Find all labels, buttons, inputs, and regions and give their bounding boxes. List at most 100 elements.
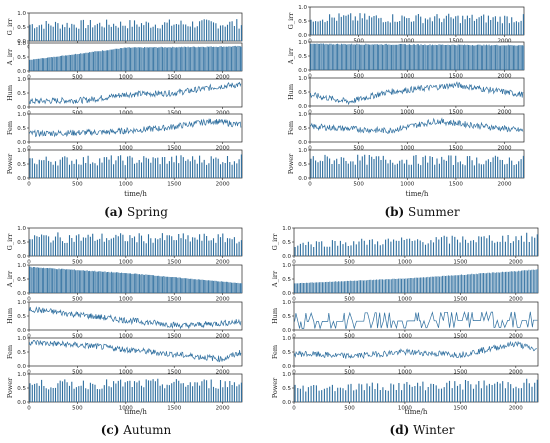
x-tick-label: 500	[353, 74, 364, 80]
x-tick-label: 1000	[398, 406, 412, 412]
y-tick-label: 1.0	[17, 148, 26, 154]
x-tick-label: 500	[72, 75, 83, 81]
x-tick-label: 2000	[509, 260, 523, 266]
y-tick-label: 1.0	[282, 372, 291, 378]
x-tick-label: 0	[308, 146, 312, 152]
y-tick-label: 1.0	[17, 300, 26, 306]
y-tick-label: 0.0	[17, 254, 26, 260]
series-line	[310, 13, 524, 35]
axes-frame	[28, 227, 243, 257]
axes-frame	[28, 12, 243, 42]
caption-d-letter: (d)	[389, 423, 410, 437]
y-tick-label: 0.5	[298, 19, 307, 25]
y-axis-label: Fem	[287, 121, 295, 135]
axes-frame	[28, 373, 243, 403]
y-axis-label: A_irr	[6, 270, 14, 288]
series-line	[29, 154, 242, 178]
x-tick-label: 1000	[400, 39, 414, 45]
y-tick-label: 0.5	[17, 91, 26, 97]
x-tick-label: 1000	[398, 260, 412, 266]
y-tick-label: 0.0	[17, 140, 26, 146]
series-line	[310, 43, 525, 70]
y-tick-label: 1.0	[298, 148, 307, 154]
x-tick-label: 500	[72, 334, 83, 340]
y-tick-label: 1.0	[298, 40, 307, 46]
x-tick-label: 500	[344, 297, 355, 303]
x-tick-label: 2000	[509, 334, 523, 340]
x-tick-label: 500	[72, 182, 83, 188]
x-tick-label: 1500	[167, 297, 181, 303]
x-tick-label: 2000	[216, 182, 230, 188]
x-tick-label: 1500	[167, 370, 181, 376]
x-axis-label: time/h	[124, 408, 147, 416]
y-axis-label: Power	[287, 153, 295, 174]
x-tick-label: 2000	[498, 182, 512, 188]
caption-c-letter: (c)	[100, 423, 120, 437]
y-tick-label: 0.5	[17, 25, 26, 31]
x-tick-label: 1500	[453, 334, 467, 340]
x-tick-label: 0	[27, 111, 31, 117]
y-tick-label: 1.0	[298, 76, 307, 82]
y-axis-label: Power	[6, 153, 14, 174]
y-tick-label: 0.0	[298, 68, 307, 74]
y-axis-label: G_irr	[287, 12, 295, 30]
series-line	[310, 81, 524, 106]
y-tick-label: 0.5	[298, 126, 307, 132]
y-tick-label: 0.0	[282, 291, 291, 297]
y-tick-label: 0.0	[17, 176, 26, 182]
y-tick-label: 1.0	[282, 263, 291, 269]
caption-b: (b) Summer	[312, 205, 532, 219]
x-tick-label: 0	[308, 39, 312, 45]
x-tick-label: 2000	[498, 39, 512, 45]
x-tick-label: 500	[353, 39, 364, 45]
x-tick-label: 1500	[449, 39, 463, 45]
x-tick-label: 1500	[449, 182, 463, 188]
x-tick-label: 500	[344, 334, 355, 340]
y-axis-label: G_irr	[6, 233, 14, 251]
x-tick-label: 1500	[167, 111, 181, 117]
y-axis-label: Fem	[6, 345, 14, 359]
x-tick-label: 2000	[216, 334, 230, 340]
series-line	[294, 378, 538, 402]
x-tick-label: 0	[27, 406, 31, 412]
y-tick-label: 0.0	[282, 328, 291, 334]
y-axis-label: A_irr	[287, 47, 295, 65]
x-tick-label: 500	[72, 146, 83, 152]
x-axis-label: time/h	[405, 408, 428, 416]
y-tick-label: 0.5	[17, 162, 26, 168]
x-tick-label: 0	[27, 75, 31, 81]
series-line	[294, 232, 538, 256]
x-tick-label: 1000	[400, 146, 414, 152]
x-tick-label: 1000	[119, 182, 133, 188]
series-line	[29, 81, 242, 105]
series-line	[29, 232, 242, 256]
series-line	[310, 154, 524, 178]
x-tick-label: 0	[292, 334, 296, 340]
x-tick-label: 2000	[498, 74, 512, 80]
x-tick-label: 500	[72, 260, 83, 266]
y-tick-label: 1.0	[17, 372, 26, 378]
y-axis-label: Power	[271, 377, 279, 398]
y-tick-label: 0.0	[17, 364, 26, 370]
y-tick-label: 1.0	[282, 336, 291, 342]
x-tick-label: 1000	[398, 370, 412, 376]
x-tick-label: 2000	[216, 146, 230, 152]
y-tick-label: 0.5	[298, 90, 307, 96]
x-tick-label: 2000	[216, 297, 230, 303]
y-axis-label: A_irr	[6, 48, 14, 66]
axes-frame	[293, 373, 539, 403]
y-tick-label: 0.0	[17, 400, 26, 406]
y-tick-label: 0.0	[282, 364, 291, 370]
x-tick-label: 1000	[398, 334, 412, 340]
